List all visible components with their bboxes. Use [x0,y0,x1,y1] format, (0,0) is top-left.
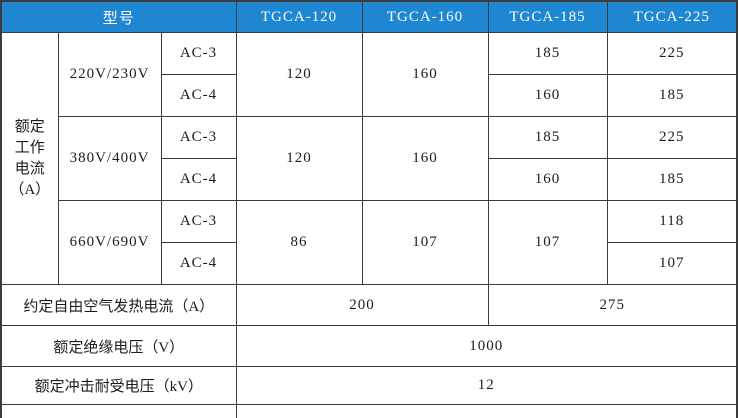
value-cell-380v-ac4-tgca225: 185 [606,158,738,201]
ac-class-cell: AC-4 [160,158,237,201]
row-660v-ac4: AC-4 107 [1,242,738,285]
row-partial-cutoff [0,404,738,418]
value-cell-380v-ac3-tgca225: 225 [606,116,738,159]
row-660v-ac3: 660V/690V AC-3 86 107 107 118 [1,200,738,285]
row-insulation-voltage: 额定绝缘电压（V） 1000 [0,325,738,367]
value-cell-380v-tgca120: 120 [235,116,363,201]
row-380v-ac3: 380V/400V AC-3 120 160 185 225 [1,116,738,201]
value-cell-380v-ac4-tgca185: 160 [487,158,608,201]
voltage-cell-380v: 380V/400V [57,116,162,201]
rated-current-label-line: （A） [9,181,51,198]
value-cell-220v-ac3-tgca185: 185 [487,32,608,75]
row-380v-ac4: AC-4 160 185 [1,158,738,201]
free-air-current-value-left: 200 [235,284,489,326]
ac-class-cell: AC-3 [160,116,237,159]
insulation-voltage-label: 额定绝缘电压（V） [0,325,237,367]
ac-class-cell: AC-4 [160,74,237,117]
ac-class-cell: AC-4 [160,242,237,285]
rated-current-label-line: 电流 [14,160,45,177]
free-air-current-value-right: 275 [487,284,738,326]
value-cell-220v-tgca120: 120 [235,32,363,117]
impulse-voltage-value: 12 [235,366,738,405]
row-impulse-voltage: 额定冲击耐受电压（kV） 12 [0,366,738,405]
ac-class-cell: AC-3 [160,32,237,75]
voltage-cell-660v: 660V/690V [57,200,162,285]
value-cell-660v-tgca120: 86 [235,200,363,285]
model-header-label: 型号 [0,0,237,33]
voltage-cell-220v: 220V/230V [57,32,162,117]
row-220v-ac4: AC-4 160 185 [1,74,738,117]
rated-current-label: 额定 工作 电流 （A） [0,32,59,285]
partial-cell-right [235,404,738,418]
value-cell-660v-ac4-tgca225: 107 [606,242,738,285]
value-cell-220v-ac4-tgca185: 160 [487,74,608,117]
model-header-tgca-225: TGCA-225 [606,0,738,33]
model-header-tgca-185: TGCA-185 [487,0,608,33]
value-cell-380v-ac3-tgca185: 185 [487,116,608,159]
value-cell-220v-ac3-tgca225: 225 [606,32,738,75]
ac-class-cell: AC-3 [160,200,237,243]
rated-current-label-line: 额定 [14,118,45,135]
model-header-tgca-160: TGCA-160 [361,0,489,33]
impulse-voltage-label: 额定冲击耐受电压（kV） [0,366,237,405]
value-cell-660v-tgca160: 107 [361,200,489,285]
value-cell-220v-ac4-tgca225: 185 [606,74,738,117]
value-cell-380v-tgca160: 160 [361,116,489,201]
rated-current-label-line: 工作 [14,139,45,156]
value-cell-660v-ac3-tgca225: 118 [606,200,738,243]
model-header-tgca-120: TGCA-120 [235,0,363,33]
free-air-current-label: 约定自由空气发热电流（A） [0,284,237,326]
value-cell-220v-tgca160: 160 [361,32,489,117]
value-cell-660v-tgca185: 107 [487,200,608,285]
header-row: 型号 TGCA-120 TGCA-160 TGCA-185 TGCA-225 [0,0,738,33]
insulation-voltage-value: 1000 [235,325,738,367]
row-220v-ac3: 额定 工作 电流 （A） 220V/230V AC-3 120 160 185 … [0,32,738,285]
row-free-air-current: 约定自由空气发热电流（A） 200 275 [0,284,738,326]
partial-cell-left [0,404,237,418]
